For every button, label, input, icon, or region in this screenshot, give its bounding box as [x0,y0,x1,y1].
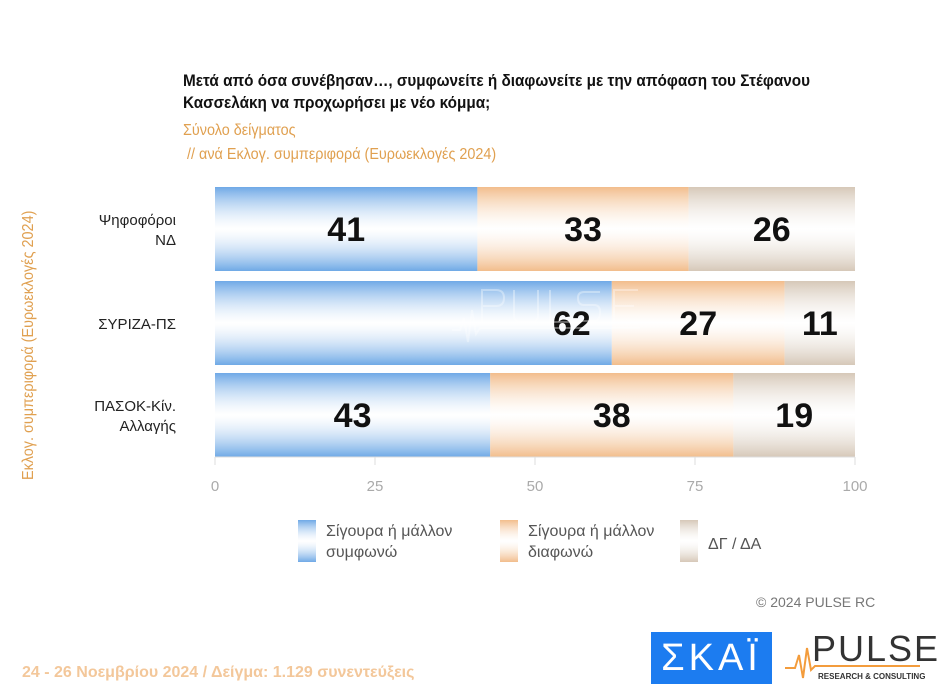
data-label: 41 [327,211,365,249]
bar-segment [688,187,855,271]
legend-swatch [680,520,698,562]
pulse-wave-icon [785,647,920,679]
bar-segment [477,187,689,271]
category-label: ΣΥΡΙΖΑ-ΠΣ [98,316,176,333]
x-tick-label: 50 [527,478,544,495]
bar-segment [215,281,612,365]
copyright: © 2024 PULSE RC [756,594,876,610]
subtitle-2: // ανά Εκλογ. συμπεριφορά (Ευρωεκλογές 2… [183,146,497,163]
bar-segment [611,281,785,365]
bar-segment [490,373,734,457]
x-tick-label: 25 [367,478,384,495]
legend-label: Σίγουρα ή μάλλον συμφωνώ [326,523,452,561]
bar-segment [784,281,855,365]
data-label: 11 [802,305,838,343]
data-label: 38 [593,397,631,435]
x-tick-label: 75 [687,478,704,495]
data-label: 27 [679,305,717,343]
legend-label: Σίγουρα ή μάλλον διαφωνώ [528,523,654,561]
data-label: 33 [564,211,602,249]
pulse-logo: PULSE [812,628,941,669]
data-label: 43 [334,397,372,435]
legend-label: ΔΓ / ΔΑ [708,536,762,553]
x-tick-label: 0 [211,478,219,495]
legend-swatch [298,520,316,562]
skai-logo: ΣΚΑΪ [651,632,772,684]
pulse-watermark [452,289,640,343]
data-label: 62 [553,305,591,343]
footer-date-sample: 24 - 26 Νοεμβρίου 2024 / Δείγμα: 1.129 σ… [22,664,415,681]
pulse-logo-sub: RESEARCH & CONSULTING [818,672,926,681]
bar-segment [215,187,478,271]
subtitle: Σύνολο δείγματος [183,122,296,139]
bar-segment [733,373,855,457]
category-label: Ψηφοφόροι ΝΔ [99,212,176,249]
x-tick-label: 100 [842,478,867,495]
data-label: 19 [775,397,813,435]
bar-segment [215,373,491,457]
chart-title: Μετά από όσα συνέβησαν…, συμφωνείτε ή δι… [183,71,810,112]
data-label: 26 [753,211,791,249]
category-label: ΠΑΣΟΚ-Κίν. Αλλαγής [94,398,176,435]
legend-swatch [500,520,518,562]
